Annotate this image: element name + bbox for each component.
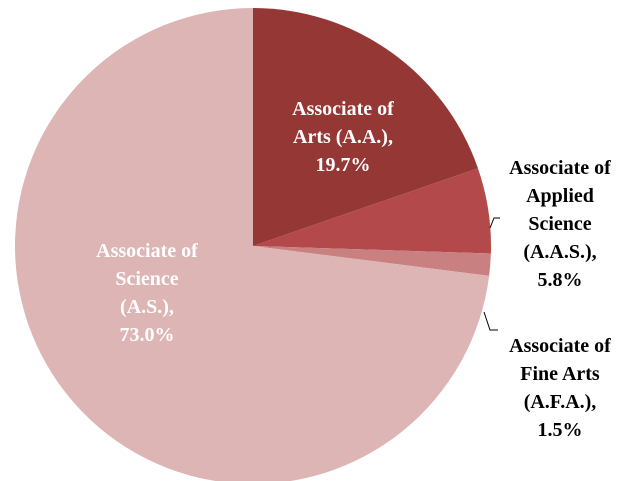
slice-label: Associate of Applied Science (A.A.S.), 5… (508, 154, 612, 294)
leader-line (489, 217, 500, 229)
slice-label: Associate of Science (A.S.), 73.0% (95, 237, 199, 349)
value-label: 73.0% (119, 324, 175, 346)
value-label: 5.8% (537, 269, 583, 291)
slice (15, 8, 490, 481)
leader-line (483, 311, 498, 331)
category-label: Associate of Fine Arts (A.F.A.) (509, 335, 611, 413)
label-separator: , (387, 126, 393, 148)
label-separator: , (168, 296, 174, 318)
slice (253, 246, 491, 276)
slice-label: Associate of Fine Arts (A.F.A.), 1.5% (508, 332, 612, 444)
category-label: Associate of Science (A.S.) (96, 240, 198, 318)
slice (253, 168, 491, 254)
slices (15, 8, 491, 481)
category-label: Associate of Arts (A.A.) (292, 98, 394, 148)
value-label: 19.7% (315, 154, 371, 176)
label-separator: , (591, 391, 597, 413)
category-label: Associate of Applied Science (A.A.S.) (509, 157, 611, 263)
label-separator: , (591, 241, 597, 263)
slice (253, 8, 478, 246)
value-label: 1.5% (537, 419, 583, 441)
slice-label: Associate of Arts (A.A.), 19.7% (291, 95, 395, 179)
